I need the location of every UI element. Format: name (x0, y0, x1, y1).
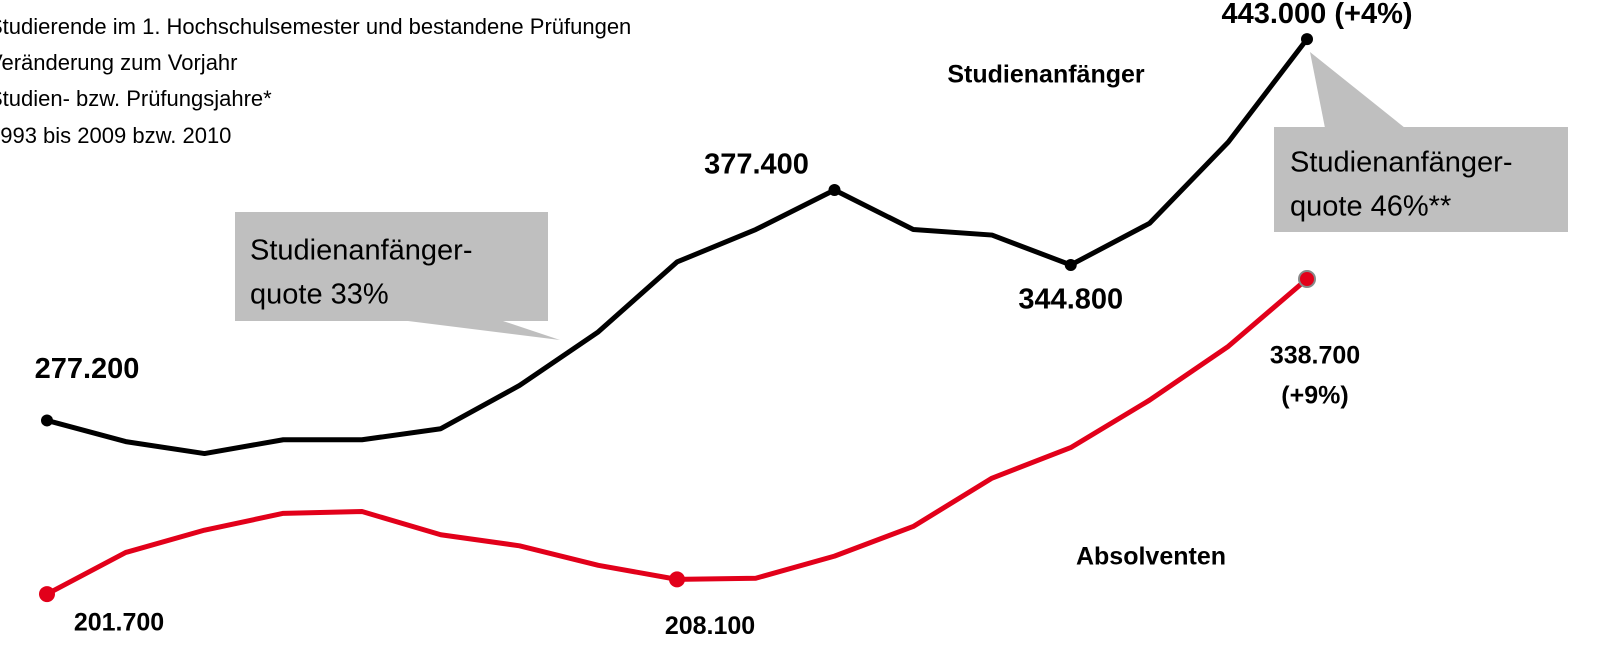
point-marker (39, 586, 55, 603)
value-label: 277.200 (35, 353, 140, 385)
callout-tail (400, 320, 560, 340)
title-line: Studierende im 1. Hochschulsemester und … (0, 14, 631, 39)
callout: Studienanfänger- quote 46%** (1274, 52, 1568, 232)
callout-text: Studienanfänger- (250, 235, 473, 267)
point-marker (1064, 258, 1077, 271)
value-label: 377.400 (704, 149, 809, 181)
series-line (46, 37, 1309, 457)
callout-box (235, 212, 548, 321)
title: Studierende im 1. Hochschulsemester und … (0, 14, 631, 148)
callout-text: quote 46%** (1290, 191, 1451, 223)
point-marker (1298, 269, 1316, 288)
callout: Studienanfänger- quote 33% (235, 212, 560, 340)
value-label: 201.700 (74, 609, 164, 637)
title-line: Veränderung zum Vorjahr (0, 50, 238, 75)
value-label: (+9%) (1281, 382, 1348, 410)
title-line: Studien- bzw. Prüfungsjahre* (0, 86, 272, 111)
series-label: Absolventen (1076, 543, 1226, 571)
value-label: 344.800 (1018, 284, 1123, 316)
callout-text: quote 33% (250, 279, 389, 311)
value-label: 338.700 (1270, 342, 1360, 370)
point-marker (669, 571, 685, 588)
title-line: 1993 bis 2009 bzw. 2010 (0, 123, 231, 148)
point-marker (41, 414, 53, 427)
point-marker (828, 183, 841, 196)
point-marker (1301, 33, 1313, 46)
series-label: Studienanfänger (947, 61, 1145, 89)
value-label: 208.100 (665, 612, 755, 640)
callout-box (1274, 127, 1568, 232)
value-label: 443.000 (+4%) (1221, 0, 1412, 30)
callout-tail (1310, 52, 1405, 128)
callout-text: Studienanfänger- (1290, 147, 1513, 179)
